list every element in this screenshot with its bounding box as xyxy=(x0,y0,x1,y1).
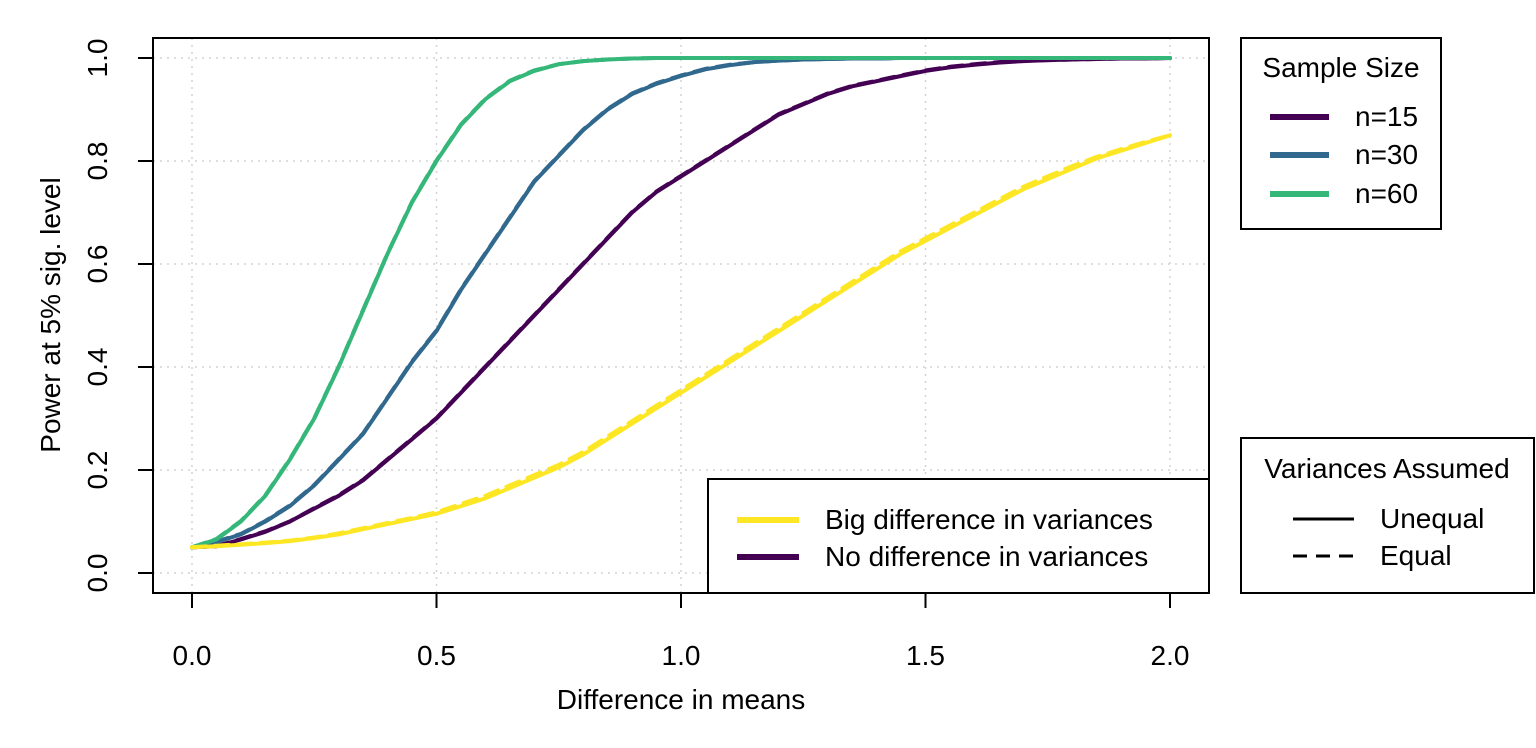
y-tick-label: 0.6 xyxy=(82,245,113,284)
legend-label-n15: n=15 xyxy=(1355,101,1418,132)
x-tick-label: 0.0 xyxy=(173,640,212,671)
x-tick-label: 1.5 xyxy=(906,640,945,671)
legend-label-n30: n=30 xyxy=(1355,139,1418,170)
series-line-n60-no-diff-equal xyxy=(190,56,1172,550)
legend-title-variances-assumed: Variances Assumed xyxy=(1264,453,1509,484)
x-tick-label: 0.5 xyxy=(417,640,456,671)
y-tick-label: 0.8 xyxy=(82,142,113,181)
series-line-n15-no-diff-equal xyxy=(190,56,1172,550)
legend-box xyxy=(1240,437,1535,594)
legend-label-no-diff: No difference in variances xyxy=(825,541,1148,572)
legend-box xyxy=(707,478,1210,594)
y-tick-label: 0.2 xyxy=(82,451,113,490)
legend-label-equal: Equal xyxy=(1380,540,1452,571)
series-line-n15-big-diff-equal xyxy=(190,133,1172,550)
legend-sample-size: Sample Size n=15 n=30 n=60 xyxy=(1240,37,1442,230)
legend-title-sample-size: Sample Size xyxy=(1262,52,1419,83)
x-tick-label: 2.0 xyxy=(1151,640,1190,671)
y-tick-label: 1.0 xyxy=(82,39,113,78)
legend-variance-difference: Big difference in variances No differenc… xyxy=(707,478,1210,594)
x-tick-label: 1.0 xyxy=(662,640,701,671)
legend-box xyxy=(1240,37,1442,230)
series-lines xyxy=(190,56,1172,550)
legend-label-big-diff: Big difference in variances xyxy=(825,504,1153,535)
x-axis: 0.0 0.5 1.0 1.5 2.0 xyxy=(173,593,1190,671)
y-tick-label: 0.0 xyxy=(82,554,113,593)
legend-label-n60: n=60 xyxy=(1355,178,1418,209)
y-axis-title: Power at 5% sig. level xyxy=(35,177,66,452)
legend-variances-assumed: Variances Assumed Unequal Equal xyxy=(1240,437,1535,594)
y-tick-label: 0.4 xyxy=(82,348,113,387)
legend-label-unequal: Unequal xyxy=(1380,503,1484,534)
x-axis-title: Difference in means xyxy=(557,684,806,715)
y-axis: 0.0 0.2 0.4 0.6 0.8 1.0 xyxy=(82,39,153,593)
